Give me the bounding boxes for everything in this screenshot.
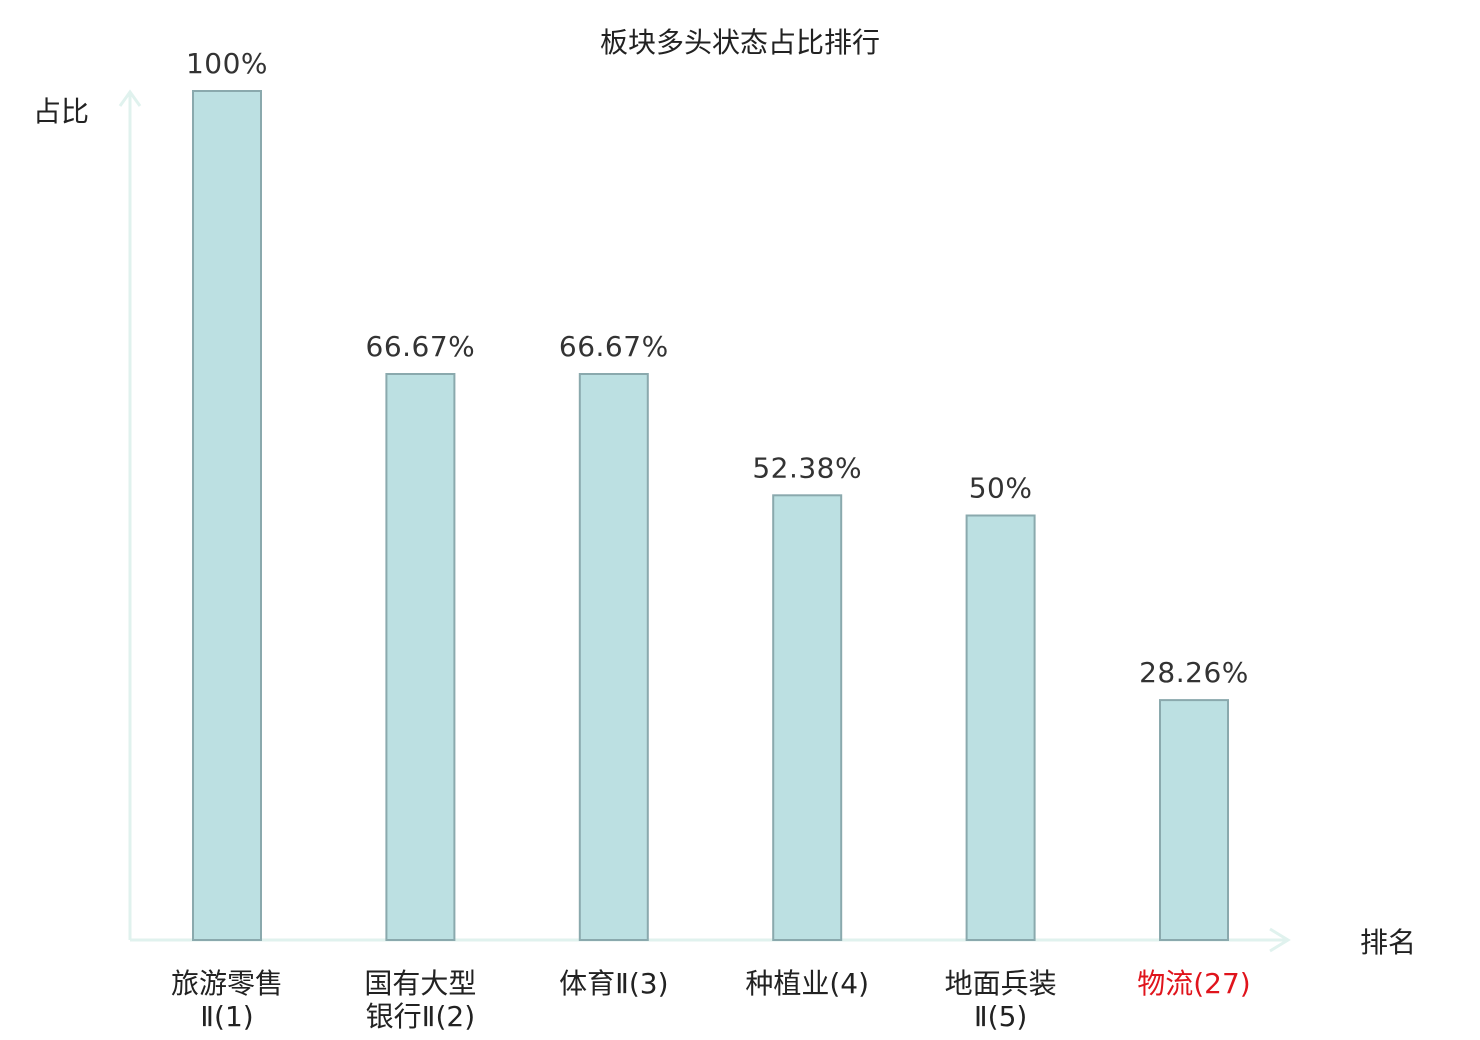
- bar-4: [772, 494, 843, 941]
- y-axis-label: 占比: [33, 95, 89, 128]
- bar-6: [1159, 699, 1229, 941]
- x-axis-arrow: [1269, 927, 1291, 953]
- category-label-1-line-2: Ⅱ(1): [200, 1000, 253, 1033]
- value-label-6: 28.26%: [1139, 656, 1249, 689]
- chart-title: 板块多头状态占比排行: [600, 26, 880, 59]
- category-label-5-line-1: 地面兵装: [945, 967, 1057, 1000]
- category-label-4-line-1: 种植业(4): [745, 967, 869, 1000]
- bar-1: [192, 90, 262, 941]
- category-label-1-line-1: 旅游零售: [171, 967, 283, 1000]
- category-label-2-line-1: 国有大型: [364, 967, 476, 1000]
- bars-group: [192, 90, 1229, 941]
- category-label-6-line-1: 物流(27): [1137, 967, 1250, 1000]
- value-label-5: 50%: [969, 472, 1033, 505]
- category-label-5-line-2: Ⅱ(5): [974, 1000, 1027, 1033]
- category-label-2-line-2: 银行Ⅱ(2): [366, 1000, 475, 1033]
- value-label-3: 66.67%: [559, 330, 669, 363]
- x-axis-label: 排名: [1360, 926, 1416, 959]
- bar-5: [965, 514, 1036, 941]
- bar-2: [385, 373, 456, 941]
- value-label-1: 100%: [186, 47, 268, 80]
- bar-3: [578, 373, 649, 941]
- axes: [118, 89, 1291, 953]
- category-label-3-line-1: 体育Ⅱ(3): [559, 967, 668, 1000]
- value-label-2: 66.67%: [366, 330, 476, 363]
- value-labels-group: 100% 66.67% 66.67% 52.38% 50% 28.26%: [186, 47, 1249, 689]
- value-label-4: 52.38%: [752, 451, 862, 484]
- y-axis-arrow: [118, 89, 142, 107]
